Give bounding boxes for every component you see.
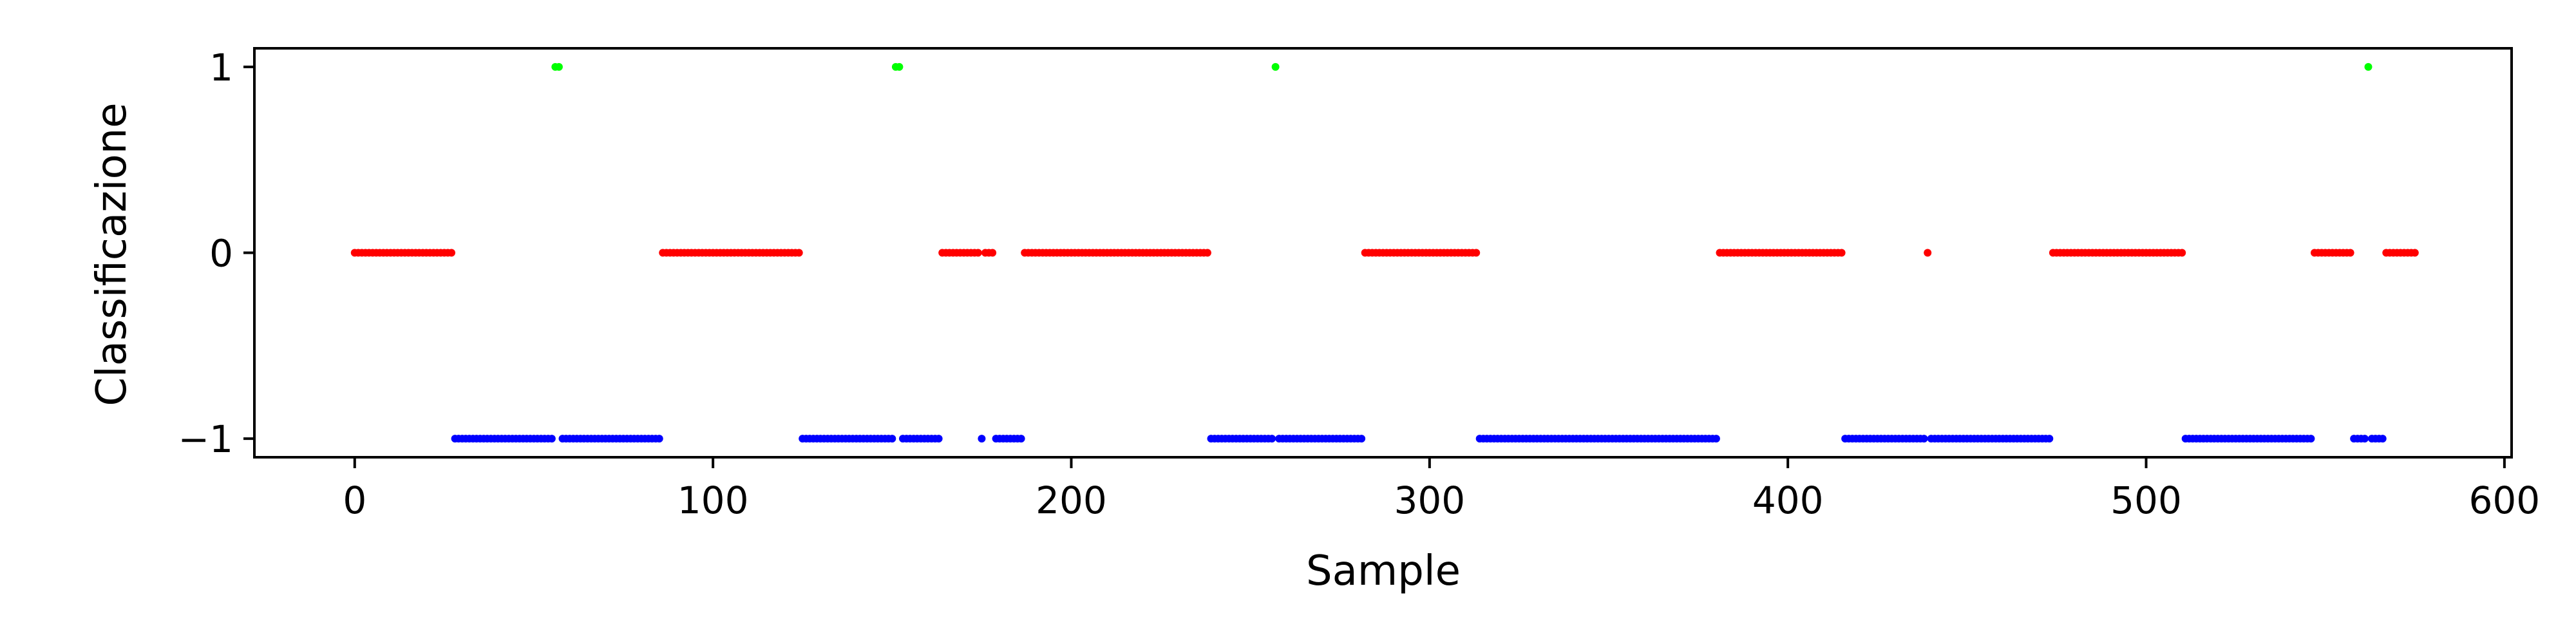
data-point: [888, 435, 896, 443]
x-axis-label: Sample: [1306, 547, 1461, 595]
data-point: [2364, 62, 2372, 71]
y-tick-label: 0: [209, 232, 233, 276]
data-point: [989, 249, 997, 257]
x-tick-label: 300: [1394, 478, 1465, 522]
data-point: [1017, 435, 1025, 443]
data-point: [547, 435, 556, 443]
data-point: [1920, 435, 1928, 443]
x-tick-label: 100: [677, 478, 749, 522]
y-axis-label: Classificazione: [88, 102, 136, 406]
data-point: [934, 435, 943, 443]
data-point: [1837, 249, 1846, 257]
data-point: [2307, 435, 2315, 443]
data-point: [2410, 249, 2419, 257]
data-point: [974, 249, 982, 257]
data-point: [655, 435, 663, 443]
x-tick-label: 400: [1752, 478, 1824, 522]
data-point: [2378, 435, 2387, 443]
data-point: [2178, 249, 2186, 257]
data-point: [2360, 435, 2369, 443]
data-point: [1271, 62, 1280, 71]
y-tick-label: −1: [178, 417, 234, 461]
x-tick-label: 500: [2110, 478, 2182, 522]
data-point: [1472, 249, 1481, 257]
data-point: [795, 249, 803, 257]
x-tick-label: 0: [343, 478, 366, 522]
y-axis-ticks: −1 0 1: [178, 46, 254, 461]
x-tick-label: 200: [1036, 478, 1107, 522]
data-point: [1712, 435, 1720, 443]
data-point: [978, 435, 986, 443]
data-point: [554, 62, 563, 71]
data-point: [2346, 249, 2354, 257]
data-point: [1358, 435, 1366, 443]
data-point: [1924, 249, 1932, 257]
data-point: [1268, 435, 1276, 443]
data-point: [448, 249, 455, 257]
data-points: [350, 62, 2419, 443]
data-point: [895, 62, 904, 71]
y-tick-label: 1: [209, 46, 233, 90]
data-point: [1203, 249, 1211, 257]
data-point: [2045, 435, 2054, 443]
x-axis-ticks: 0 100 200 300 400 500 600: [343, 457, 2540, 522]
x-tick-label: 600: [2469, 478, 2541, 522]
